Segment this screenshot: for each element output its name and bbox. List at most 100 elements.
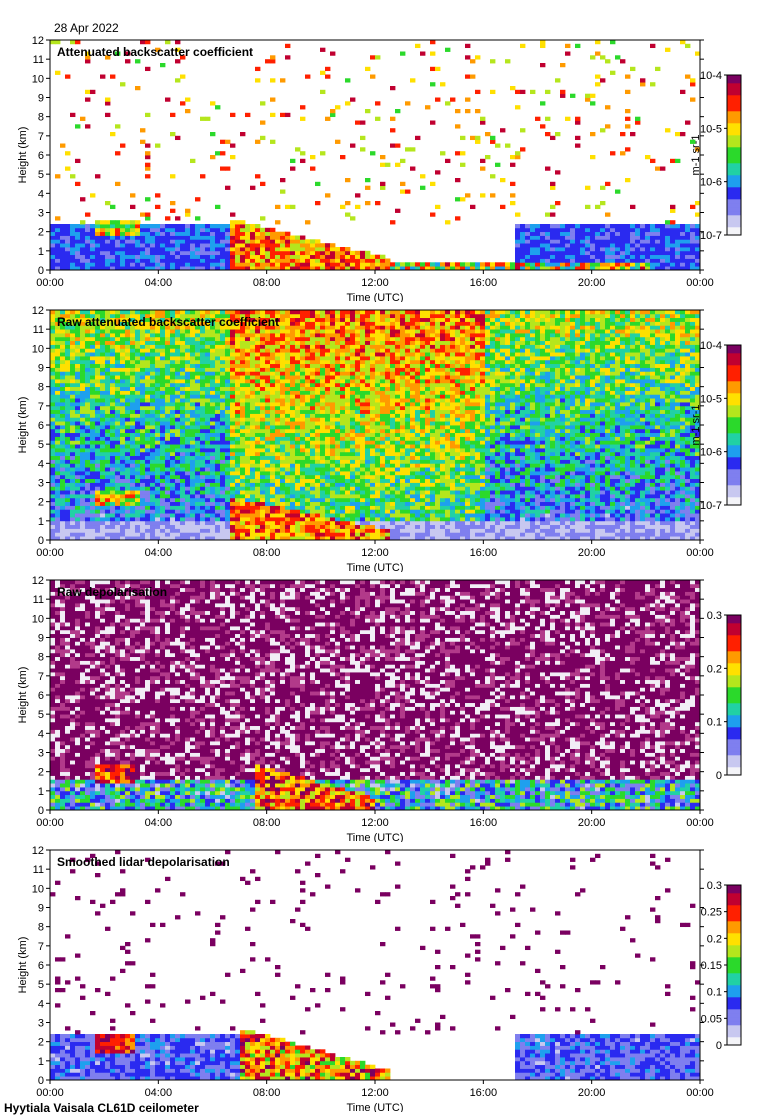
- y-tick-label: 9: [38, 633, 44, 645]
- colorbar-segment: [727, 167, 741, 172]
- colorbar-tick-label: 0.15: [701, 960, 722, 972]
- x-tick-label: 00:00: [36, 277, 64, 289]
- y-tick-label: 8: [38, 652, 44, 664]
- colorbar-segment: [727, 461, 741, 466]
- colorbar-segment: [727, 469, 741, 474]
- colorbar-segment: [727, 223, 741, 228]
- colorbar-segment: [727, 127, 741, 132]
- colorbar-segment: [727, 369, 741, 374]
- colorbar-segment: [727, 465, 741, 470]
- colorbar-tick-label: 10-4: [700, 70, 722, 82]
- colorbar-segment: [727, 135, 741, 140]
- colorbar-segment: [727, 381, 741, 386]
- colorbar-segment: [727, 1025, 741, 1030]
- colorbar-segment: [727, 195, 741, 200]
- colorbar-segment: [727, 711, 741, 716]
- x-tick-label: 12:00: [361, 547, 389, 559]
- colorbar-segment: [727, 481, 741, 486]
- colorbar-segment: [727, 91, 741, 96]
- chart-panel-4: Smoothed lidar depolarisation01234567891…: [17, 845, 742, 1112]
- colorbar-segment: [727, 957, 741, 962]
- x-tick-label: 00:00: [36, 1087, 64, 1099]
- colorbar-segment: [727, 699, 741, 704]
- colorbar-segment: [727, 429, 741, 434]
- instrument-label: Hyytiala Vaisala CL61D ceilometer: [4, 1101, 199, 1115]
- colorbar-segment: [727, 103, 741, 108]
- colorbar-segment: [727, 913, 741, 918]
- colorbar-segment: [727, 989, 741, 994]
- colorbar-segment: [727, 1001, 741, 1006]
- colorbar-segment: [727, 175, 741, 180]
- colorbar-frame: [726, 74, 742, 236]
- colorbar-segment: [727, 179, 741, 184]
- x-tick-label: 16:00: [470, 277, 498, 289]
- y-tick-label: 10: [32, 343, 44, 355]
- colorbar-unit-label: m-1 sr-1: [690, 135, 702, 176]
- y-tick-label: 0: [38, 535, 44, 547]
- y-tick-label: 7: [38, 671, 44, 683]
- colorbar-segment: [727, 885, 741, 890]
- y-axis-label: Height (km): [17, 667, 29, 724]
- colorbar-segment: [727, 187, 741, 192]
- colorbar-segment: [727, 981, 741, 986]
- colorbar-segment: [727, 921, 741, 926]
- y-tick-label: 7: [38, 941, 44, 953]
- y-tick-label: 1: [38, 786, 44, 798]
- colorbar-tick-label: 10-6: [700, 447, 722, 459]
- colorbar-segment: [727, 623, 741, 628]
- colorbar-tick-label: 10-7: [700, 500, 722, 512]
- y-tick-label: 2: [38, 1037, 44, 1049]
- colorbar-segment: [727, 893, 741, 898]
- colorbar-segment: [727, 739, 741, 744]
- colorbar-segment: [727, 655, 741, 660]
- y-tick-label: 2: [38, 497, 44, 509]
- x-axis-label: Time (UTC): [346, 292, 403, 302]
- colorbar-segment: [727, 489, 741, 494]
- colorbar-segment: [727, 397, 741, 402]
- heatmap-field: [50, 310, 701, 541]
- x-tick-label: 12:00: [361, 277, 389, 289]
- y-tick-label: 5: [38, 439, 44, 451]
- colorbar-segment: [727, 389, 741, 394]
- chart-panel-1: Attenuated backscatter coefficient012345…: [17, 35, 742, 302]
- colorbar-segment: [727, 219, 741, 224]
- colorbar-segment: [727, 393, 741, 398]
- y-axis-label: Height (km): [17, 127, 29, 184]
- y-tick-label: 6: [38, 420, 44, 432]
- colorbar-segment: [727, 377, 741, 382]
- colorbar-segment: [727, 643, 741, 648]
- colorbar-segment: [727, 357, 741, 362]
- colorbar-segment: [727, 635, 741, 640]
- colorbar-segment: [727, 945, 741, 950]
- colorbar-segment: [727, 1029, 741, 1034]
- y-tick-label: 4: [38, 458, 44, 470]
- x-tick-label: 20:00: [578, 277, 606, 289]
- colorbar-segment: [727, 619, 741, 624]
- y-tick-label: 12: [32, 305, 44, 317]
- x-tick-label: 00:00: [36, 547, 64, 559]
- y-tick-label: 1: [38, 246, 44, 258]
- colorbar-segment: [727, 1021, 741, 1026]
- colorbar-segment: [727, 941, 741, 946]
- colorbar-segment: [727, 163, 741, 168]
- colorbar-tick-label: 10-5: [700, 393, 722, 405]
- y-tick-label: 4: [38, 998, 44, 1010]
- y-tick-label: 5: [38, 169, 44, 181]
- colorbar-segment: [727, 437, 741, 442]
- y-tick-label: 1: [38, 516, 44, 528]
- y-tick-label: 3: [38, 208, 44, 220]
- colorbar-segment: [727, 107, 741, 112]
- y-tick-label: 7: [38, 131, 44, 143]
- colorbar-segment: [727, 707, 741, 712]
- y-tick-label: 3: [38, 478, 44, 490]
- y-tick-label: 5: [38, 709, 44, 721]
- heatmap-field: [50, 850, 701, 1081]
- colorbar-segment: [727, 373, 741, 378]
- y-tick-label: 10: [32, 613, 44, 625]
- colorbar-segment: [727, 159, 741, 164]
- colorbar-segment: [727, 933, 741, 938]
- y-tick-label: 2: [38, 767, 44, 779]
- date-label: 28 Apr 2022: [54, 21, 119, 35]
- colorbar-segment: [727, 493, 741, 498]
